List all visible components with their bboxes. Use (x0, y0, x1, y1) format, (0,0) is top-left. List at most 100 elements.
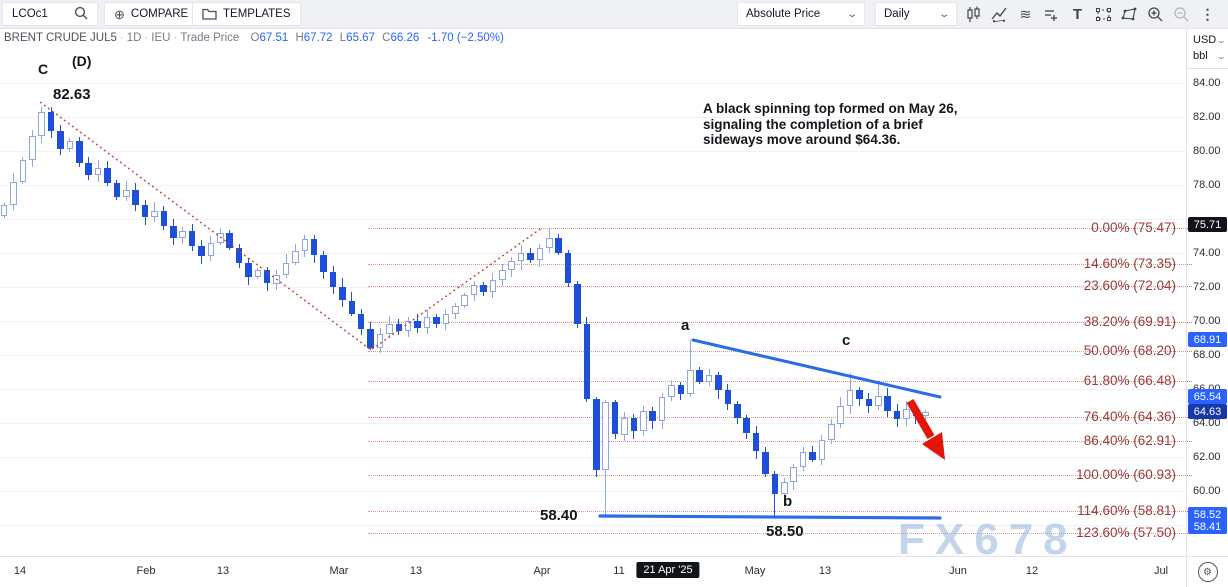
wave-label-C[interactable]: C (38, 61, 49, 77)
fib-level-line[interactable] (368, 286, 1186, 288)
candle-wick (689, 339, 691, 397)
templates-button[interactable]: TEMPLATES (192, 2, 301, 26)
price-tick-label: 82.00 (1193, 111, 1221, 124)
unit-toggle[interactable]: bbl ⌄ (1193, 50, 1227, 62)
candle-body (245, 263, 252, 277)
fib-axis-tick (1187, 286, 1192, 288)
candle-body (752, 432, 760, 452)
wave-label-b[interactable]: b (783, 493, 793, 510)
chart-annotation-text[interactable]: A black spinning top formed on May 26, si… (703, 101, 958, 148)
price-badge-64.63: 64.63 (1188, 404, 1227, 419)
fib-axis-tick (1187, 380, 1192, 382)
candle-body (724, 390, 732, 404)
polygon-select-icon[interactable] (1119, 4, 1140, 25)
fib-level-label: 23.60% (72.04) (1083, 278, 1176, 294)
price-mode-value: Absolute Price (746, 8, 821, 20)
candle-body (292, 251, 299, 264)
chart-pane[interactable]: BRENT CRUDE JUL5 · 1D · IEU · Trade Price O67.… (0, 29, 1186, 556)
price-axis[interactable]: USD ⌄ bbl ⌄ 84.00 82.00 80.00 78.00 74.00 72.… (1186, 29, 1228, 556)
time-axis[interactable]: 21 Apr '25 14 Feb 13 Mar 13 Apr 11 May 13 Jun 12 Ju… (0, 556, 1186, 587)
down-arrow-head[interactable] (922, 432, 945, 460)
grid-line (0, 286, 1186, 288)
fib-level-line[interactable] (368, 322, 1186, 324)
candle-body (508, 261, 515, 270)
fib-axis-tick (1187, 264, 1192, 265)
candle-body (856, 390, 863, 399)
candle-body (104, 168, 111, 184)
fib-level-label: 38.20% (69.91) (1083, 314, 1176, 330)
candle-body (226, 232, 233, 248)
wave-label-5850[interactable]: 58.50 (766, 523, 804, 540)
legend-price-type: Trade Price (180, 32, 240, 44)
wave-label-a[interactable]: a (681, 317, 690, 334)
compare-button[interactable]: ⊕ COMPARE (104, 2, 199, 26)
fib-axis-tick (1187, 322, 1192, 324)
candle-body (367, 329, 374, 348)
price-badge-65.54: 65.54 (1188, 389, 1227, 404)
fib-level-line[interactable] (368, 510, 1186, 512)
rectangle-select-icon[interactable] (1093, 4, 1114, 25)
fib-level-line[interactable] (368, 533, 1186, 534)
axis-settings-corner: ⚙ (1186, 556, 1228, 587)
grid-line (0, 354, 1186, 356)
fib-level-line[interactable] (368, 228, 1186, 229)
more-options-icon[interactable]: ⋮ (1200, 6, 1215, 22)
candle-body (19, 159, 27, 182)
axis-settings-gear-icon[interactable]: ⚙ (1197, 562, 1218, 582)
time-tick-label: Feb (136, 565, 156, 577)
candle-body (66, 140, 73, 150)
candle-body (602, 402, 609, 471)
support-line-drawing[interactable] (598, 514, 942, 520)
candle-body (734, 404, 741, 418)
time-tick-label: 12 (1025, 565, 1039, 577)
wave-label-5840[interactable]: 58.40 (540, 507, 578, 524)
candle-body (170, 225, 177, 238)
candle-body (555, 237, 562, 253)
candlestick-style-icon[interactable] (963, 4, 984, 25)
fib-level-label: 86.40% (62.91) (1083, 433, 1176, 449)
legend-symbol: BRENT CRUDE JUL5 (4, 32, 117, 44)
candle-body (442, 314, 450, 325)
fib-level-line[interactable] (368, 264, 1186, 265)
candle-body (254, 269, 262, 277)
candle-body (94, 168, 102, 175)
zoom-in-icon[interactable] (1145, 4, 1166, 25)
price-mode-select[interactable]: Absolute Price ⌄ (737, 2, 865, 26)
chevron-down-icon: ⌄ (937, 8, 950, 20)
legend-low: 65.67 (346, 32, 375, 44)
candle-body (414, 320, 421, 328)
fib-level-line[interactable] (368, 416, 1186, 418)
wave-label-8263[interactable]: 82.63 (53, 86, 91, 103)
candle-body (762, 451, 769, 474)
annotation-line: sideways move around $64.36. (703, 132, 901, 147)
grid-line (0, 219, 1186, 220)
wave-label-D[interactable]: (D) (72, 53, 92, 69)
symbol-search-box[interactable]: LCOc1 (2, 2, 98, 26)
down-arrow-shaft[interactable] (906, 398, 935, 440)
settings-gear-icon[interactable]: ⚙ (1223, 4, 1228, 25)
interval-select[interactable]: Daily ⌄ (875, 2, 957, 26)
fib-level-label: 114.60% (58.81) (1077, 502, 1176, 518)
indicators-icon[interactable] (989, 4, 1010, 25)
candle-wick (924, 409, 926, 425)
fib-level-line[interactable] (368, 441, 1186, 443)
candle-body (376, 334, 384, 348)
currency-toggle[interactable]: USD ⌄ (1193, 34, 1227, 46)
candle-body (179, 230, 186, 238)
descending-trendline-drawing[interactable] (691, 338, 942, 399)
patterns-icon[interactable]: ≋ (1019, 6, 1032, 22)
candle-body (151, 210, 158, 218)
wave-label-c[interactable]: c (842, 332, 851, 349)
plus-circle-icon: ⊕ (114, 6, 125, 22)
candle-body (527, 252, 534, 260)
fib-axis-tick (1187, 441, 1192, 443)
candle-body (536, 247, 544, 260)
zoom-out-icon[interactable] (1171, 4, 1192, 25)
text-tool-icon[interactable]: T (1072, 6, 1083, 23)
fib-level-line[interactable] (368, 351, 1186, 353)
candle-body (310, 239, 318, 255)
candle-body (640, 410, 647, 432)
indicator-template-icon[interactable] (1041, 4, 1062, 25)
fib-level-line[interactable] (368, 380, 1186, 382)
zigzag-trend-drawing[interactable] (39, 101, 544, 351)
